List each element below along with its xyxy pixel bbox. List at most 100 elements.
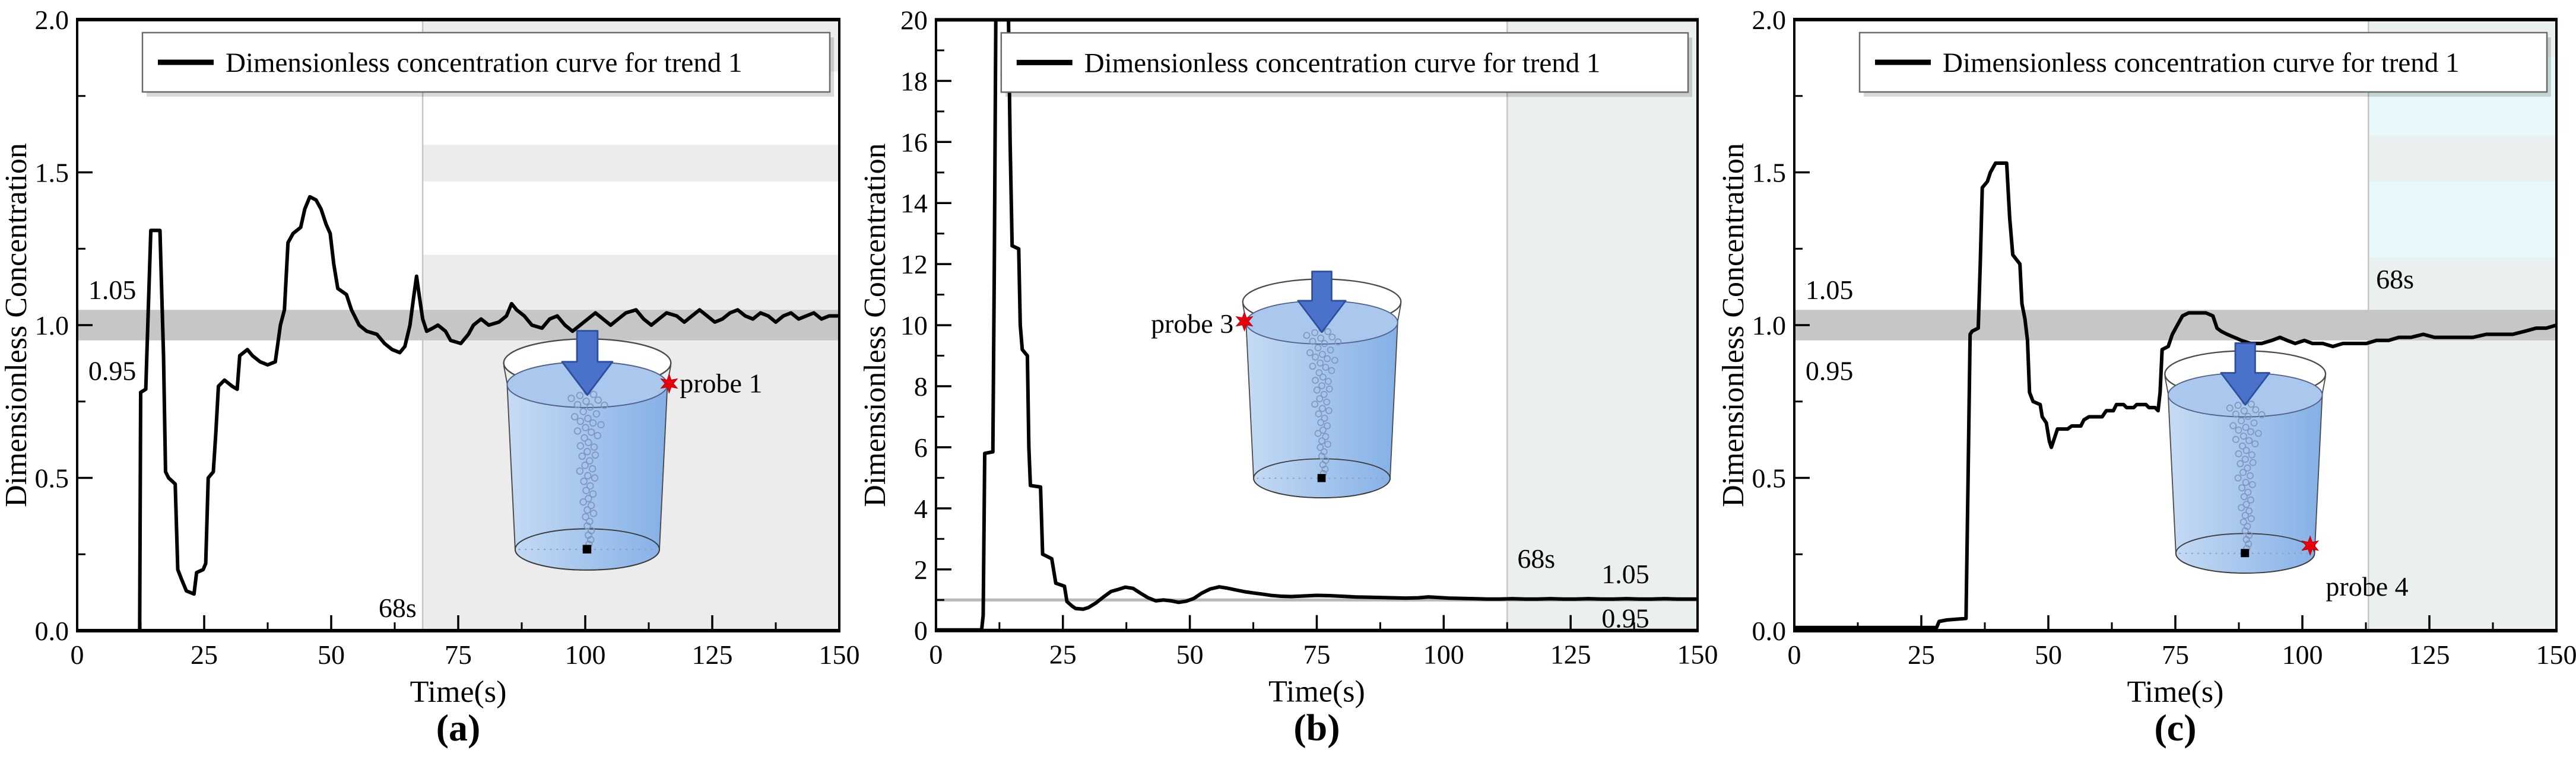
bubble-icon [585,495,592,503]
y-tick-label: 1.0 [35,310,69,341]
x-tick-label: 125 [1550,640,1591,670]
bubble-icon [589,390,598,398]
y-tick-label: 1.5 [35,158,69,188]
bubble-icon [2244,412,2252,420]
bubble-icon [2249,459,2257,466]
y-tick-label: 0 [914,616,928,646]
bubble-icon [2242,424,2250,431]
bubble-icon [1325,407,1333,414]
bubble-icon [1317,419,1325,427]
x-axis-title: Time(s) [410,675,507,709]
bubble-icon [1316,360,1324,367]
bubble-icon [1309,362,1316,370]
legend-label: Dimensionless concentration curve for tr… [226,47,743,78]
probe-star-icon [660,373,678,394]
x-tick-label: 50 [2035,640,2062,670]
bubble-column [1303,325,1342,477]
annotation-probe-3: probe 3 [1151,309,1233,339]
x-tick-label: 100 [2282,640,2323,670]
bubble-icon [1328,333,1336,341]
annotation-0-95: 0.95 [1806,356,1854,386]
bubble-icon [1318,437,1325,445]
bubble-icon [1312,353,1319,361]
bubble-icon [2251,440,2259,448]
bubble-icon [1321,415,1328,422]
inflow-arrow-icon [2220,342,2270,406]
bubble-icon [1324,422,1331,430]
y-tick-label: 12 [900,249,928,279]
bubble-icon [2235,450,2242,457]
bubble-icon [588,428,595,436]
legend-box [141,31,831,93]
bubble-icon [586,457,594,465]
bubble-icon [2247,472,2254,479]
inflow-arrow-icon [1297,271,1347,333]
bubble-icon [1324,355,1331,362]
bubble-icon [1323,398,1331,406]
injection-point-marker [1317,473,1326,482]
bubble-icon [584,415,592,422]
bubble-icon [1318,382,1325,390]
y-tick-label: 10 [900,310,928,341]
bubble-icon [586,403,594,411]
x-tick-label: 100 [1423,640,1464,670]
x-tick-label: 75 [1303,640,1330,670]
y-tick-label: 14 [900,188,928,218]
bubble-icon [1318,452,1325,460]
x-tick-label: 0 [929,640,943,670]
chart-a: 0 25 50 75 100 125 150 0.0 0.5 1.0 1.5 2.0 Dimension… [0,5,859,749]
legend-box [1000,32,1689,93]
bubble-icon [2232,411,2239,418]
bubble-icon [580,434,588,442]
bubble-icon [590,443,598,451]
panel-b: 0 25 50 75 100 125 150 0 2 4 6 8 10 12 14 16 18 20 Dimensi… [859,0,1717,760]
bubble-icon [584,472,592,479]
bubble-icon [1334,338,1342,346]
annotation-probe-4: probe 4 [2326,571,2408,602]
bubble-icon [588,501,595,510]
inflow-arrow-icon [561,330,614,396]
bubble-icon [573,400,582,409]
bubble-icon [576,442,585,450]
tolerance-band [77,310,839,341]
y-tick-label: 0.0 [1752,616,1787,646]
probe-star-icon [1235,311,1254,332]
bubble-icon [579,408,587,415]
bubble-icon [1311,400,1319,408]
bubble-icon [1325,378,1332,385]
x-tick-label: 50 [318,640,345,670]
bubble-icon [2247,496,2254,504]
bubble-icon [2245,507,2253,515]
y-tick-label: 2 [914,555,928,585]
y-tick-label: 6 [914,433,928,463]
bubble-icon [1303,332,1311,339]
x-tick-label: 75 [445,640,472,670]
bubble-icon [582,513,589,521]
bubble-icon [1313,386,1321,394]
x-tick-label: 150 [819,640,859,670]
bubble-icon [2240,407,2248,415]
tank-wall-left [503,365,508,384]
bubble-icon [2234,402,2242,409]
bubble-icon [1317,335,1325,342]
bubble-icon [2240,493,2248,501]
bubble-icon [583,522,591,530]
y-tick-label: 2.0 [1752,5,1787,35]
legend-label: Dimensionless concentration curve for tr… [1084,47,1601,78]
y-tick-label: 18 [900,66,928,96]
bubble-icon [1314,430,1322,437]
bubble-icon [588,465,597,473]
y-axis-title: Dimensionless Concentration [859,143,892,507]
bubble-icon [1315,410,1322,418]
annotation-1-05: 1.05 [1806,275,1854,305]
bubble-icon [592,410,601,418]
annotation-probe-1: probe 1 [680,368,762,398]
bubble-icon [582,486,590,494]
y-tick-label: 0.0 [35,616,69,646]
chart-c: 0 25 50 75 100 125 150 0.0 0.5 1.0 1.5 2.0 Dimension… [1717,5,2576,749]
bubble-icon [2239,469,2247,476]
x-tick-label: 75 [2162,640,2189,670]
bubble-icon [1315,369,1323,377]
bubble-icon [586,482,594,490]
bubble-icon [2236,460,2244,468]
